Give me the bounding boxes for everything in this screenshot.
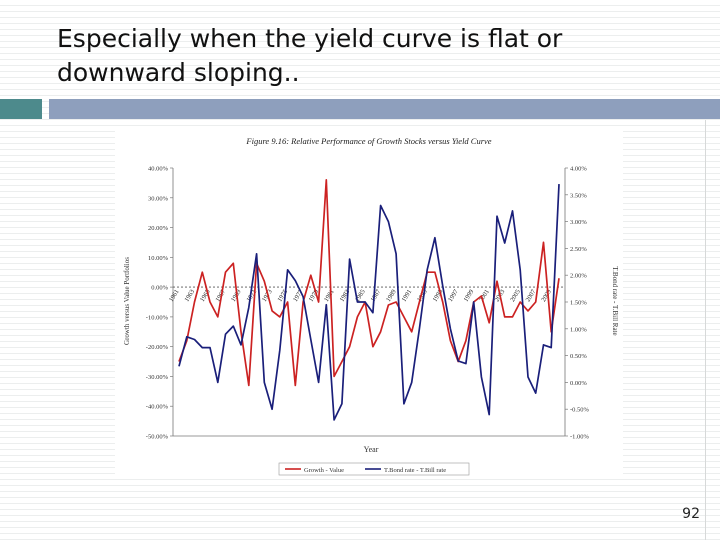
x-axis-label: Year [364, 445, 379, 454]
chart-title: Figure 9.16: Relative Performance of Gro… [245, 136, 491, 146]
y-right-tick-label: 2.00% [570, 273, 587, 280]
y-right-tick-label: 0.50% [570, 353, 587, 360]
slide-title: Especially when the yield curve is flat … [57, 24, 563, 87]
x-tick-label: 1991 [401, 288, 414, 303]
y-right-tick-label: 3.50% [570, 192, 587, 199]
accent-square [0, 99, 42, 119]
chart-figure: Figure 9.16: Relative Performance of Gro… [115, 126, 623, 476]
y-left-tick-label: 30.00% [148, 195, 169, 202]
x-tick-label: 1997 [447, 288, 460, 303]
page-number: 92 [682, 506, 700, 522]
x-tick-label: 1983 [338, 288, 351, 303]
x-tick-label: 2001 [478, 288, 491, 303]
y-right-tick-label: 0.00% [570, 380, 587, 387]
y-right-tick-label: 1.00% [570, 326, 587, 333]
y-right-tick-label: 2.50% [570, 246, 587, 253]
x-tick-label: 1975 [276, 288, 289, 303]
legend-label-tbond-tbill: T.Bond rate - T.Bill rate [384, 467, 446, 474]
y-left-tick-label: -30.00% [146, 374, 169, 381]
y-right-tick-label: -0.50% [570, 407, 590, 414]
y-left-tick-label: 20.00% [148, 225, 169, 232]
right-border-line [705, 120, 706, 540]
x-tick-label: 1987 [370, 288, 383, 303]
y-right-tick-label: 3.00% [570, 219, 587, 226]
legend-box [278, 462, 470, 476]
y-left-tick-label: -50.00% [146, 434, 169, 441]
y-left-tick-label: -20.00% [146, 344, 169, 351]
chart-svg: Figure 9.16: Relative Performance of Gro… [123, 136, 619, 476]
x-tick-label: 2005 [509, 288, 522, 303]
legend-label-growth-value: Growth - Value [304, 467, 344, 474]
y-right-tick-label: 4.00% [570, 166, 587, 173]
series-line-tbond-tbill [178, 184, 560, 421]
x-tick-label: 1961 [168, 288, 181, 303]
y-left-tick-label: -10.00% [146, 314, 169, 321]
y-left-tick-label: -40.00% [146, 404, 169, 411]
series-line-growth-value [178, 179, 560, 387]
y-left-tick-label: 0.00% [151, 285, 168, 292]
x-tick-label: 1981 [323, 288, 336, 303]
y-right-tick-label: -1.00% [570, 434, 590, 441]
x-tick-label: 1999 [463, 288, 476, 303]
x-tick-label: 2009 [540, 288, 553, 303]
x-tick-label: 1989 [385, 288, 398, 303]
y-axis-left-label: Growth versus Value Portfolios [123, 257, 131, 345]
y-axis-right-label: T.Bond rate - T.Bill Rate [611, 266, 619, 335]
y-left-tick-label: 10.00% [148, 255, 169, 262]
y-left-tick-label: 40.00% [148, 166, 169, 173]
y-right-tick-label: 1.50% [570, 300, 587, 307]
accent-bar [49, 99, 720, 119]
